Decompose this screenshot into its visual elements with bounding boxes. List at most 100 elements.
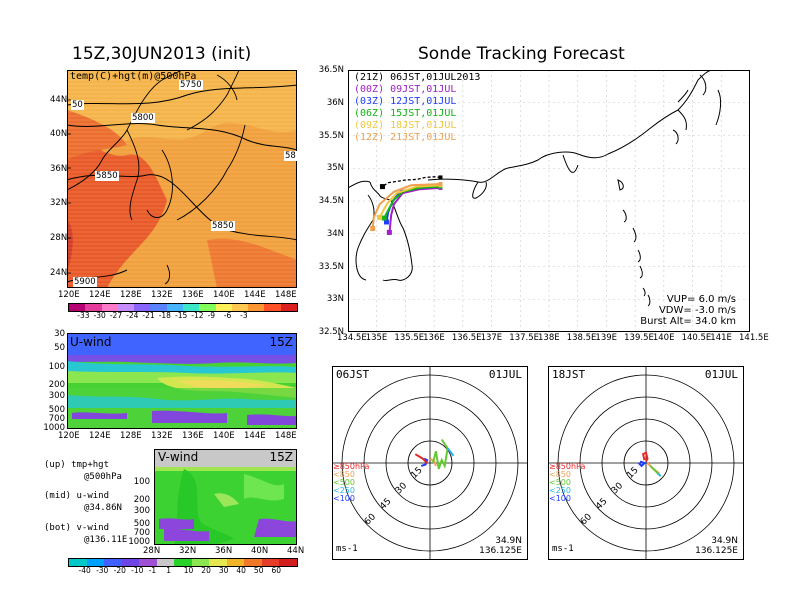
colorbar-label: 40 bbox=[236, 566, 246, 575]
launch-marker bbox=[438, 181, 443, 186]
lat-tick: 36N bbox=[326, 97, 344, 108]
colorbar-label: 10 bbox=[183, 566, 194, 575]
colorbar-swatch bbox=[199, 304, 216, 311]
colorbar-label: -18 bbox=[158, 311, 171, 320]
lon-tick: 144E bbox=[244, 290, 266, 300]
level-label: <500 bbox=[549, 478, 571, 487]
legend-label: 12JST,01JUL bbox=[390, 96, 457, 107]
hodo-unit: ms-1 bbox=[552, 544, 574, 554]
colorbar-label: -3 bbox=[240, 311, 248, 320]
lon-tick: 139E bbox=[595, 333, 618, 343]
colorbar-swatch bbox=[231, 304, 249, 311]
p-tick: 50 bbox=[54, 343, 65, 353]
track-params: VUP= 6.0 m/s VDW= -3.0 m/s Burst Alt= 34… bbox=[640, 294, 736, 327]
vwind-p-axis: 100 200 300 500 700 1000 bbox=[110, 470, 150, 550]
colorbar-label: -6 bbox=[223, 311, 232, 320]
colorbar-swatch bbox=[156, 559, 175, 566]
lon-tick: 134.5E bbox=[337, 333, 367, 343]
lat-tick: 40N bbox=[251, 546, 269, 556]
colorbar-label: -30 bbox=[96, 566, 109, 575]
legend-time: (06Z) bbox=[354, 108, 385, 119]
lon-tick: 144E bbox=[244, 431, 266, 441]
vwind-panel: V-wind 15Z bbox=[154, 449, 297, 545]
hodo-trace bbox=[446, 447, 455, 457]
lon-tick: 138.5E bbox=[566, 333, 597, 343]
lon-tick: 136E bbox=[423, 333, 445, 343]
legend-time: (03Z) bbox=[354, 96, 385, 107]
lon-tick: 128E bbox=[120, 290, 142, 300]
p-tick: 500 bbox=[48, 405, 65, 415]
hodo-latlon: 34.9N 136.125E bbox=[479, 536, 522, 556]
note-up: (up) tmp+hgt @500hPa bbox=[44, 459, 122, 483]
colorbar-label: -40 bbox=[78, 566, 91, 575]
contour-label: 5850 bbox=[211, 221, 235, 231]
lat-tick: 35.5N bbox=[318, 130, 344, 141]
hodo-unit: ms-1 bbox=[336, 544, 358, 554]
note-line: @136.11E bbox=[84, 535, 128, 545]
colorbar-swatch bbox=[191, 559, 210, 566]
note-line: (up) tmp+hgt bbox=[44, 460, 110, 470]
landing-marker bbox=[383, 219, 389, 225]
contour-label: 58 bbox=[284, 151, 297, 161]
landing-marker bbox=[386, 229, 392, 235]
colorbar-swatch bbox=[69, 304, 86, 311]
param-label: VUP= bbox=[666, 294, 696, 305]
lon-tick: 140E bbox=[652, 333, 675, 343]
colorbar-swatch bbox=[248, 304, 265, 311]
vwind-time: 15Z bbox=[269, 450, 294, 464]
p-tick: 1000 bbox=[128, 537, 150, 547]
map500-plot bbox=[67, 70, 297, 288]
colorbar-label: -20 bbox=[113, 566, 126, 575]
vwind-lat-axis: 28N 32N 36N 40N 44N bbox=[143, 546, 308, 558]
hodo-trace bbox=[414, 453, 428, 464]
legend-label: 21JST,01JUL bbox=[390, 132, 457, 143]
colorbar-swatch bbox=[244, 559, 262, 566]
colorbar-swatch bbox=[264, 304, 281, 311]
colorbar-swatch bbox=[226, 559, 245, 566]
uwind-panel: U-wind 15Z bbox=[67, 333, 297, 429]
hodo-levels: ≥850hPa <850 <500 <250 <100 bbox=[549, 463, 585, 503]
track-plot bbox=[348, 70, 750, 332]
colorbar-label: -10 bbox=[131, 566, 144, 575]
lon-tick: 135.5E bbox=[394, 333, 425, 343]
level-label: <100 bbox=[333, 494, 355, 503]
hodo-trace bbox=[637, 460, 647, 468]
param-unit: km bbox=[720, 316, 736, 327]
param-burst: Burst Alt= 34.0 km bbox=[640, 316, 736, 327]
uwind-plot bbox=[67, 333, 297, 429]
lat-tick: 44N bbox=[50, 95, 68, 105]
vwind-plot bbox=[154, 449, 297, 545]
map500-panel: temp(C)+hgt(m)@500hPa 50 5750 5800 5850 … bbox=[67, 70, 297, 288]
colorbar-label: -27 bbox=[109, 311, 123, 320]
lon-tick: 139.5E bbox=[624, 333, 654, 343]
p-tick: 100 bbox=[48, 362, 65, 372]
colorbar-label: -30 bbox=[93, 311, 106, 320]
lon-tick: 120E bbox=[58, 431, 80, 441]
colorbar-label: 20 bbox=[201, 566, 211, 575]
level-label: ≥850hPa bbox=[549, 462, 586, 471]
level-label: <850 bbox=[333, 470, 355, 479]
landing-marker bbox=[370, 226, 376, 232]
legend-time: (12Z) bbox=[354, 132, 385, 143]
colorbar-swatch bbox=[182, 304, 200, 311]
colorbar-swatch bbox=[166, 304, 183, 311]
lon-tick: 148E bbox=[275, 290, 297, 300]
colorbar-label: -12 bbox=[191, 311, 204, 320]
hodo-latlon: 34.9N 136.125E bbox=[695, 536, 738, 556]
vwind-title: V-wind bbox=[158, 450, 199, 464]
colorbar-swatch bbox=[104, 559, 122, 566]
colorbar-label: -21 bbox=[142, 311, 155, 320]
hodo-time: 06JST bbox=[336, 368, 370, 381]
lon-tick: 132E bbox=[151, 431, 173, 441]
param-label: VDW= bbox=[658, 305, 692, 316]
lat-tick: 36N bbox=[215, 546, 233, 556]
lat-tick: 34N bbox=[326, 228, 344, 239]
track-lon-axis: 134.5E 135E 135.5E 136E 136.5E 137E 137.5E 138E… bbox=[336, 333, 769, 345]
hodograph-18jst: 15 30 45 60 18JST 01JUL ≥850hPa <850 <500 <… bbox=[548, 366, 744, 560]
level-label: ≥850hPa bbox=[333, 462, 370, 471]
colorbar-label: 1 bbox=[166, 566, 171, 575]
colorbar-swatch bbox=[280, 304, 297, 311]
lat-tick: 33N bbox=[326, 294, 344, 305]
legend-item: (03Z) 12JST,01JUL bbox=[354, 96, 480, 108]
colorbar-swatch bbox=[139, 559, 157, 566]
